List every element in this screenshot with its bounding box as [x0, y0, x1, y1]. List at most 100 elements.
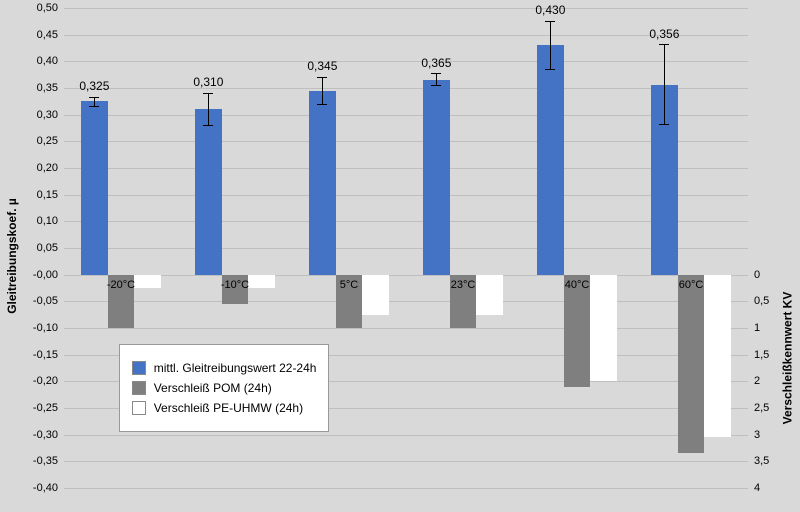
bar-wear-pe: [704, 275, 731, 438]
category-label: 60°C: [679, 279, 704, 291]
bar-wear-pe: [362, 275, 389, 315]
y-tick-left: 0,25: [37, 135, 58, 147]
legend-swatch: [132, 401, 146, 415]
legend: mittl. Gleitreibungswert 22-24h Verschlei…: [119, 344, 330, 432]
y-tick-left: 0,45: [37, 29, 58, 41]
legend-item: Verschleiß POM (24h): [132, 381, 317, 395]
data-label: 0,325: [79, 79, 109, 93]
error-cap: [659, 44, 669, 45]
legend-label: mittl. Gleitreibungswert 22-24h: [154, 361, 317, 375]
error-bar: [208, 93, 209, 125]
y-tick-left: -0,30: [33, 429, 58, 441]
error-cap: [431, 85, 441, 86]
grid-line: [64, 435, 748, 436]
error-bar: [664, 45, 665, 125]
legend-swatch: [132, 361, 146, 375]
data-label: 0,365: [421, 56, 451, 70]
category-label: -20°C: [107, 279, 135, 291]
grid-line: [64, 88, 748, 89]
bar-wear-pe: [590, 275, 617, 382]
y-tick-left: -0,25: [33, 402, 58, 414]
data-label: 0,356: [649, 27, 679, 41]
error-cap: [203, 125, 213, 126]
data-label: 0,310: [193, 75, 223, 89]
y-tick-left: -0,35: [33, 455, 58, 467]
y-tick-left: 0,35: [37, 82, 58, 94]
bar-wear-pe: [134, 275, 161, 288]
error-bar: [436, 74, 437, 86]
grid-line: [64, 141, 748, 142]
error-cap: [89, 97, 99, 98]
legend-label: Verschleiß POM (24h): [154, 381, 272, 395]
grid-line: [64, 35, 748, 36]
error-cap: [317, 104, 327, 105]
y-tick-left: 0,40: [37, 55, 58, 67]
y-tick-left: 0,30: [37, 109, 58, 121]
bar-wear-pom: [678, 275, 705, 454]
error-cap: [659, 124, 669, 125]
legend-label: Verschleiß PE-UHMW (24h): [154, 401, 303, 415]
plot-area: -0,40-0,35-0,30-0,25-0,20-0,15-0,10-0,05…: [64, 8, 748, 488]
error-cap: [89, 106, 99, 107]
grid-line: [64, 221, 748, 222]
y-tick-right: 3: [754, 429, 760, 441]
grid-line: [64, 488, 748, 489]
y-tick-left: 0,20: [37, 162, 58, 174]
bar-wear-pe: [248, 275, 275, 288]
y-tick-right: 1,5: [754, 349, 769, 361]
grid-line: [64, 195, 748, 196]
y-tick-left: 0,15: [37, 189, 58, 201]
legend-swatch: [132, 381, 146, 395]
grid-line: [64, 61, 748, 62]
bar-friction: [309, 91, 336, 275]
y-tick-right: 3,5: [754, 455, 769, 467]
legend-item: Verschleiß PE-UHMW (24h): [132, 401, 317, 415]
y-tick-left: 0,50: [37, 2, 58, 14]
y-axis-left-title: Gleitreibungskoef. µ: [5, 198, 19, 314]
grid-line: [64, 248, 748, 249]
y-tick-left: -0,40: [33, 482, 58, 494]
grid-line: [64, 8, 748, 9]
error-cap: [317, 77, 327, 78]
y-axis-right-title: Verschleißkennwert KV: [781, 292, 795, 425]
y-tick-right: 2: [754, 375, 760, 387]
y-tick-right: 2,5: [754, 402, 769, 414]
data-label: 0,345: [307, 59, 337, 73]
error-cap: [545, 69, 555, 70]
legend-item: mittl. Gleitreibungswert 22-24h: [132, 361, 317, 375]
bar-friction: [423, 80, 450, 275]
y-tick-left: -0,20: [33, 375, 58, 387]
category-label: 23°C: [451, 279, 476, 291]
category-label: 40°C: [565, 279, 590, 291]
y-tick-right: 0,5: [754, 295, 769, 307]
grid-line: [64, 115, 748, 116]
y-tick-left: -0,00: [33, 269, 58, 281]
bar-friction: [537, 45, 564, 274]
bar-wear-pe: [476, 275, 503, 315]
y-tick-left: -0,05: [33, 295, 58, 307]
chart-area: -0,40-0,35-0,30-0,25-0,20-0,15-0,10-0,05…: [64, 8, 748, 488]
bar-friction: [195, 109, 222, 274]
bar-friction: [81, 101, 108, 274]
grid-line: [64, 168, 748, 169]
y-tick-left: 0,05: [37, 242, 58, 254]
grid-line: [64, 328, 748, 329]
error-cap: [203, 93, 213, 94]
error-cap: [545, 21, 555, 22]
y-tick-left: 0,10: [37, 215, 58, 227]
grid-line: [64, 301, 748, 302]
error-cap: [431, 73, 441, 74]
y-tick-right: 4: [754, 482, 760, 494]
category-label: 5°C: [340, 279, 358, 291]
grid-line: [64, 275, 748, 276]
grid-line: [64, 461, 748, 462]
bar-wear-pom: [564, 275, 591, 387]
y-tick-left: -0,10: [33, 322, 58, 334]
y-tick-right: 1: [754, 322, 760, 334]
category-label: -10°C: [221, 279, 249, 291]
error-bar: [550, 21, 551, 69]
data-label: 0,430: [535, 3, 565, 17]
error-bar: [322, 77, 323, 104]
y-tick-right: 0: [754, 269, 760, 281]
y-tick-left: -0,15: [33, 349, 58, 361]
